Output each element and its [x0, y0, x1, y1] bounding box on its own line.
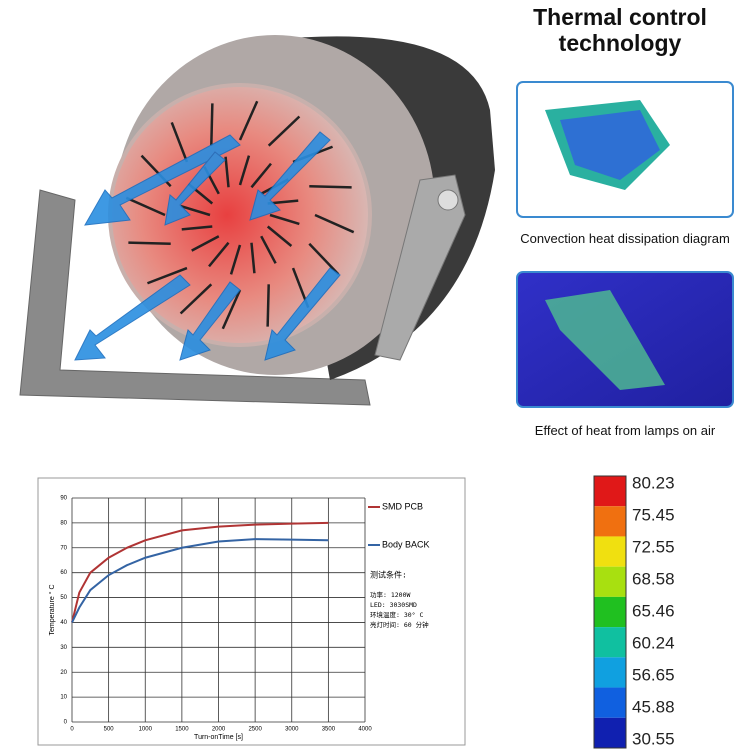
note: 测试条件:	[370, 570, 407, 580]
scale-label: 72.55	[632, 537, 675, 556]
scale-border	[593, 475, 627, 749]
bracket	[19, 189, 371, 406]
scale-label: 56.65	[632, 665, 675, 684]
caption: Convection heat dissipation diagram	[520, 231, 730, 246]
fin	[267, 115, 301, 147]
scale-swatch	[594, 566, 626, 597]
y-tick-label: 70	[60, 545, 67, 551]
x-tick-label: 3000	[285, 727, 299, 733]
scale-swatch	[594, 657, 626, 688]
x-tick-label: 1000	[139, 727, 153, 733]
fin	[308, 242, 340, 276]
x-tick-label: 2500	[248, 727, 262, 733]
fin	[191, 235, 220, 252]
fin	[180, 204, 211, 217]
fin	[238, 100, 259, 141]
note: LED: 3030SMD	[370, 601, 417, 609]
y-axis-label: Temperature ° C	[48, 584, 56, 635]
fin	[208, 241, 230, 268]
y-tick-label: 30	[60, 645, 67, 651]
scale-swatch	[594, 717, 626, 748]
fin	[229, 244, 242, 275]
y-tick-label: 60	[60, 570, 67, 576]
fin	[146, 266, 188, 285]
arm	[374, 174, 466, 361]
knob	[437, 189, 459, 211]
arrows	[74, 131, 341, 361]
fin	[260, 235, 277, 264]
fin	[179, 283, 213, 315]
y-tick-label: 0	[64, 720, 68, 726]
x-tick-label: 3500	[322, 727, 336, 733]
air-flow	[545, 290, 665, 390]
note: 亮灯时间: 60 分钟	[370, 620, 429, 629]
color-scale: 80.23 75.45 72.55 68.58 65.46 60.24 56.65 45.88…	[593, 473, 675, 749]
fin	[314, 213, 355, 234]
scale-swatch	[594, 596, 626, 628]
fin	[170, 121, 189, 163]
scale-label: 60.24	[632, 633, 675, 652]
y-tick-label: 10	[60, 695, 67, 701]
scale-label: 45.88	[632, 697, 675, 716]
scale-label: 75.45	[632, 505, 675, 524]
chart: 0 10 20 30 40 50 60 70 80 90 0 500 1000 1500 2000 2500 3…	[48, 496, 430, 741]
series-line	[71, 521, 329, 623]
fin	[181, 225, 213, 231]
y-tick-label: 80	[60, 520, 67, 526]
scale-swatch	[594, 536, 626, 567]
scale-label: 68.58	[632, 569, 675, 588]
fin	[309, 185, 352, 189]
x-tick-label: 1500	[175, 727, 189, 733]
fin	[125, 196, 166, 217]
scale-swatch	[594, 476, 626, 507]
fin	[269, 213, 300, 226]
caption: Effect of heat from lamps on air	[534, 423, 716, 438]
legend-label: Body BACK	[382, 539, 430, 549]
fin	[210, 103, 214, 146]
y-tick-label: 90	[60, 496, 67, 502]
series-line	[71, 538, 329, 623]
scale-swatch	[594, 627, 626, 658]
fin	[250, 162, 272, 189]
scale-swatch	[594, 506, 626, 537]
x-tick-label: 2000	[212, 727, 226, 733]
x-tick-label: 0	[70, 727, 74, 733]
note: 环境温度: 30° C	[370, 610, 423, 619]
fin	[221, 289, 242, 330]
scale-label: 65.46	[632, 601, 675, 620]
fin	[238, 155, 251, 186]
x-tick-label: 4000	[358, 727, 372, 733]
heatsink-front	[560, 110, 660, 180]
y-tick-label: 50	[60, 595, 67, 601]
x-axis-label: Turn-onTime [s]	[194, 734, 243, 741]
scale-swatch	[594, 687, 626, 718]
fin	[250, 242, 256, 274]
y-tick-label: 40	[60, 620, 67, 626]
legend-label: SMD PCB	[382, 501, 423, 511]
fin	[266, 225, 293, 247]
y-tick-label: 20	[60, 670, 67, 676]
fin	[224, 156, 230, 188]
title: Thermal control technology	[533, 4, 707, 56]
fin	[266, 284, 270, 327]
x-tick-label: 500	[104, 727, 115, 733]
scale-label: 30.55	[632, 729, 675, 748]
fin	[128, 241, 171, 245]
scale-label: 80.23	[632, 473, 675, 492]
note: 功率: 1200W	[370, 590, 410, 599]
